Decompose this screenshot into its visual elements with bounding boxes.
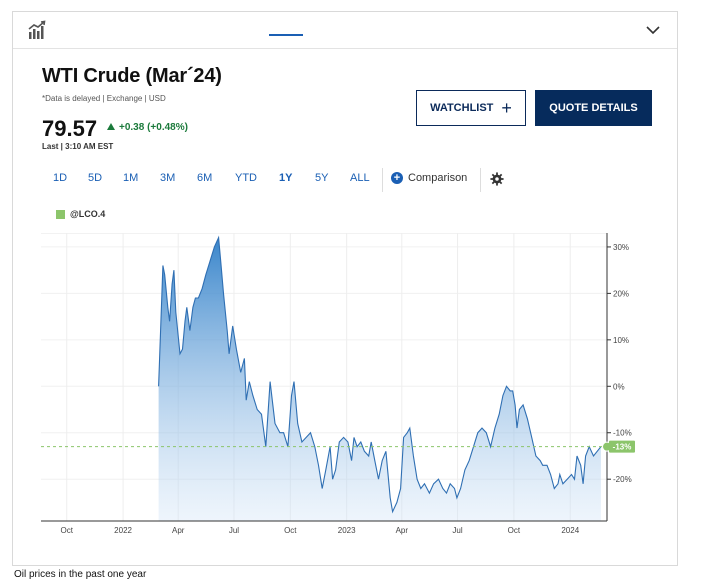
comparison-label: Comparison xyxy=(408,172,468,184)
plus-icon: + xyxy=(501,98,512,118)
tab-3m[interactable]: 3M xyxy=(160,172,176,184)
x-tick-label: Oct xyxy=(61,526,74,535)
tab-all[interactable]: ALL xyxy=(350,172,370,184)
current-value-label: -13% xyxy=(613,443,632,452)
x-tick-label: Jul xyxy=(229,526,239,535)
tab-ytd[interactable]: YTD xyxy=(235,172,257,184)
last-price: 79.57 xyxy=(42,116,98,141)
price-area xyxy=(158,237,601,521)
price-change-value: +0.38 (+0.48%) xyxy=(119,122,188,133)
x-tick-label: Oct xyxy=(508,526,521,535)
tab-6m[interactable]: 6M xyxy=(197,172,213,184)
last-updated: Last | 3:10 AM EST xyxy=(42,142,114,151)
x-tick-label: Jul xyxy=(452,526,462,535)
watchlist-label: WATCHLIST xyxy=(430,102,494,114)
x-tick-label: Oct xyxy=(284,526,297,535)
tab-5y[interactable]: 5Y xyxy=(315,172,329,184)
gear-icon[interactable] xyxy=(490,172,504,186)
quote-widget: WTI Crude (Mar´24) *Data is delayed | Ex… xyxy=(12,11,678,566)
y-tick-label: 0% xyxy=(613,382,625,391)
quote-details-label: QUOTE DETAILS xyxy=(549,102,638,114)
y-tick-label: 30% xyxy=(613,243,629,252)
price-chart[interactable]: 30% 20% 10% 0% -10% -20% Oct 2022 Apr Jul Oct 2023 A… xyxy=(41,233,651,538)
y-tick-label: -20% xyxy=(613,475,632,484)
price-line xyxy=(158,235,602,514)
quote-details-button[interactable]: QUOTE DETAILS xyxy=(535,90,652,126)
add-circle-icon: + xyxy=(391,172,403,184)
tab-5d[interactable]: 5D xyxy=(88,172,103,184)
x-tick-label: 2022 xyxy=(114,526,132,535)
data-delay-note: *Data is delayed | Exchange | USD xyxy=(42,94,166,103)
up-arrow-icon xyxy=(107,123,115,130)
instrument-title: WTI Crude (Mar´24) xyxy=(42,65,222,87)
y-tick-label: -10% xyxy=(613,429,632,438)
figure-caption: Oil prices in the past one year xyxy=(14,569,147,580)
active-tab-indicator xyxy=(269,34,303,36)
tab-1y[interactable]: 1Y xyxy=(279,172,293,184)
chart-growth-icon xyxy=(28,20,46,39)
legend-label: @LCO.4 xyxy=(70,209,106,219)
y-tick-label: 20% xyxy=(613,289,629,298)
x-tick-label: Apr xyxy=(396,526,409,535)
x-tick-label: 2024 xyxy=(561,526,579,535)
chart-legend: @LCO.4 xyxy=(56,209,105,219)
legend-swatch xyxy=(56,209,65,219)
divider xyxy=(480,168,481,192)
price-change: +0.38 (+0.48%) xyxy=(107,122,188,133)
tab-1m[interactable]: 1M xyxy=(123,172,139,184)
current-value-badge xyxy=(609,440,635,453)
y-tick-label: 10% xyxy=(613,336,629,345)
tab-1d[interactable]: 1D xyxy=(53,172,68,184)
x-tick-label: 2023 xyxy=(338,526,356,535)
watchlist-button[interactable]: WATCHLIST + xyxy=(416,90,526,126)
divider xyxy=(382,168,383,192)
x-tick-label: Apr xyxy=(172,526,185,535)
chevron-down-icon[interactable] xyxy=(645,22,661,38)
comparison-button[interactable]: + Comparison xyxy=(391,172,467,184)
widget-header xyxy=(13,12,677,49)
